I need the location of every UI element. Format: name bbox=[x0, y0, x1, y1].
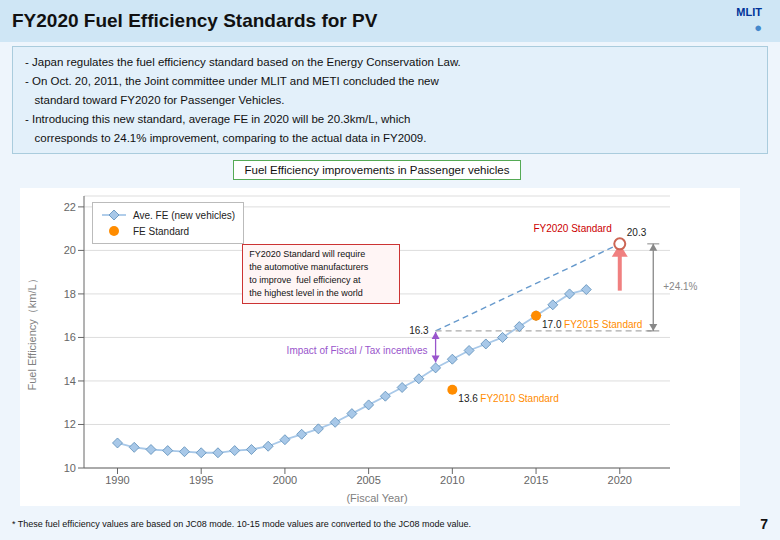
svg-text:(Fiscal Year): (Fiscal Year) bbox=[346, 492, 407, 504]
svg-text:Fuel Efficiency（km/L）: Fuel Efficiency（km/L） bbox=[26, 273, 38, 390]
svg-text:2020: 2020 bbox=[608, 474, 632, 486]
svg-text:20: 20 bbox=[64, 244, 76, 256]
svg-text:17.0: 17.0 bbox=[542, 319, 562, 330]
svg-text:12: 12 bbox=[64, 418, 76, 430]
svg-text:18: 18 bbox=[64, 288, 76, 300]
html-text:the automotive manufacturers: the automotive manufacturers bbox=[249, 261, 369, 272]
svg-text:10: 10 bbox=[64, 462, 76, 474]
html-text:7: 7 bbox=[760, 516, 768, 532]
html-text:- Japan regulates the fuel eff: - Japan regulates the fuel efficiency st… bbox=[25, 56, 461, 68]
svg-text:22: 22 bbox=[64, 201, 76, 213]
html-text:Fuel Efficiency improvements i: Fuel Efficiency improvements in Passenge… bbox=[244, 164, 510, 176]
svg-text:14: 14 bbox=[64, 375, 76, 387]
svg-text:2015: 2015 bbox=[524, 474, 548, 486]
html-text:FY2020 Fuel Efficiency Standar: FY2020 Fuel Efficiency Standards for PV bbox=[12, 10, 378, 31]
html-text:standard toward FY2020 for Pas: standard toward FY2020 for Passenger Veh… bbox=[25, 94, 285, 106]
html-text:to improve fuel efficiency at: to improve fuel efficiency at bbox=[249, 274, 361, 285]
html-text:the highest level in the world: the highest level in the world bbox=[249, 287, 363, 298]
svg-text:2005: 2005 bbox=[356, 474, 380, 486]
svg-text:Impact of Fiscal / Tax incenti: Impact of Fiscal / Tax incentives bbox=[287, 345, 428, 356]
html-text:FY2020 Standard will require: FY2020 Standard will require bbox=[249, 248, 366, 259]
svg-text:FY2015 Standard: FY2015 Standard bbox=[564, 319, 642, 330]
svg-text:1990: 1990 bbox=[105, 474, 129, 486]
svg-text:+24.1%: +24.1% bbox=[663, 281, 697, 292]
svg-text:16.3: 16.3 bbox=[409, 325, 429, 336]
html-text:FE Standard: FE Standard bbox=[133, 225, 190, 237]
svg-text:FY2020 Standard: FY2020 Standard bbox=[533, 223, 611, 234]
html-text:* These fuel efficiency values: * These fuel efficiency values are based… bbox=[12, 519, 471, 529]
svg-text:13.6: 13.6 bbox=[458, 393, 478, 404]
html-text:- Introducing this new standar: - Introducing this new standard, average… bbox=[25, 113, 411, 125]
svg-text:1995: 1995 bbox=[189, 474, 213, 486]
svg-text:2010: 2010 bbox=[440, 474, 464, 486]
svg-text:16: 16 bbox=[64, 331, 76, 343]
html-text:MLIT: MLIT bbox=[736, 6, 762, 18]
svg-text:20.3: 20.3 bbox=[627, 227, 647, 238]
svg-text:2000: 2000 bbox=[273, 474, 297, 486]
svg-text:FY2010 Standard: FY2010 Standard bbox=[480, 393, 558, 404]
html-text:- On Oct. 20, 2011, the Joint: - On Oct. 20, 2011, the Joint committee … bbox=[25, 75, 439, 87]
html-text:Ave. FE (new vehicles): Ave. FE (new vehicles) bbox=[133, 209, 236, 221]
html-text:corresponds to 24.1% improveme: corresponds to 24.1% improvement, compar… bbox=[25, 132, 427, 144]
